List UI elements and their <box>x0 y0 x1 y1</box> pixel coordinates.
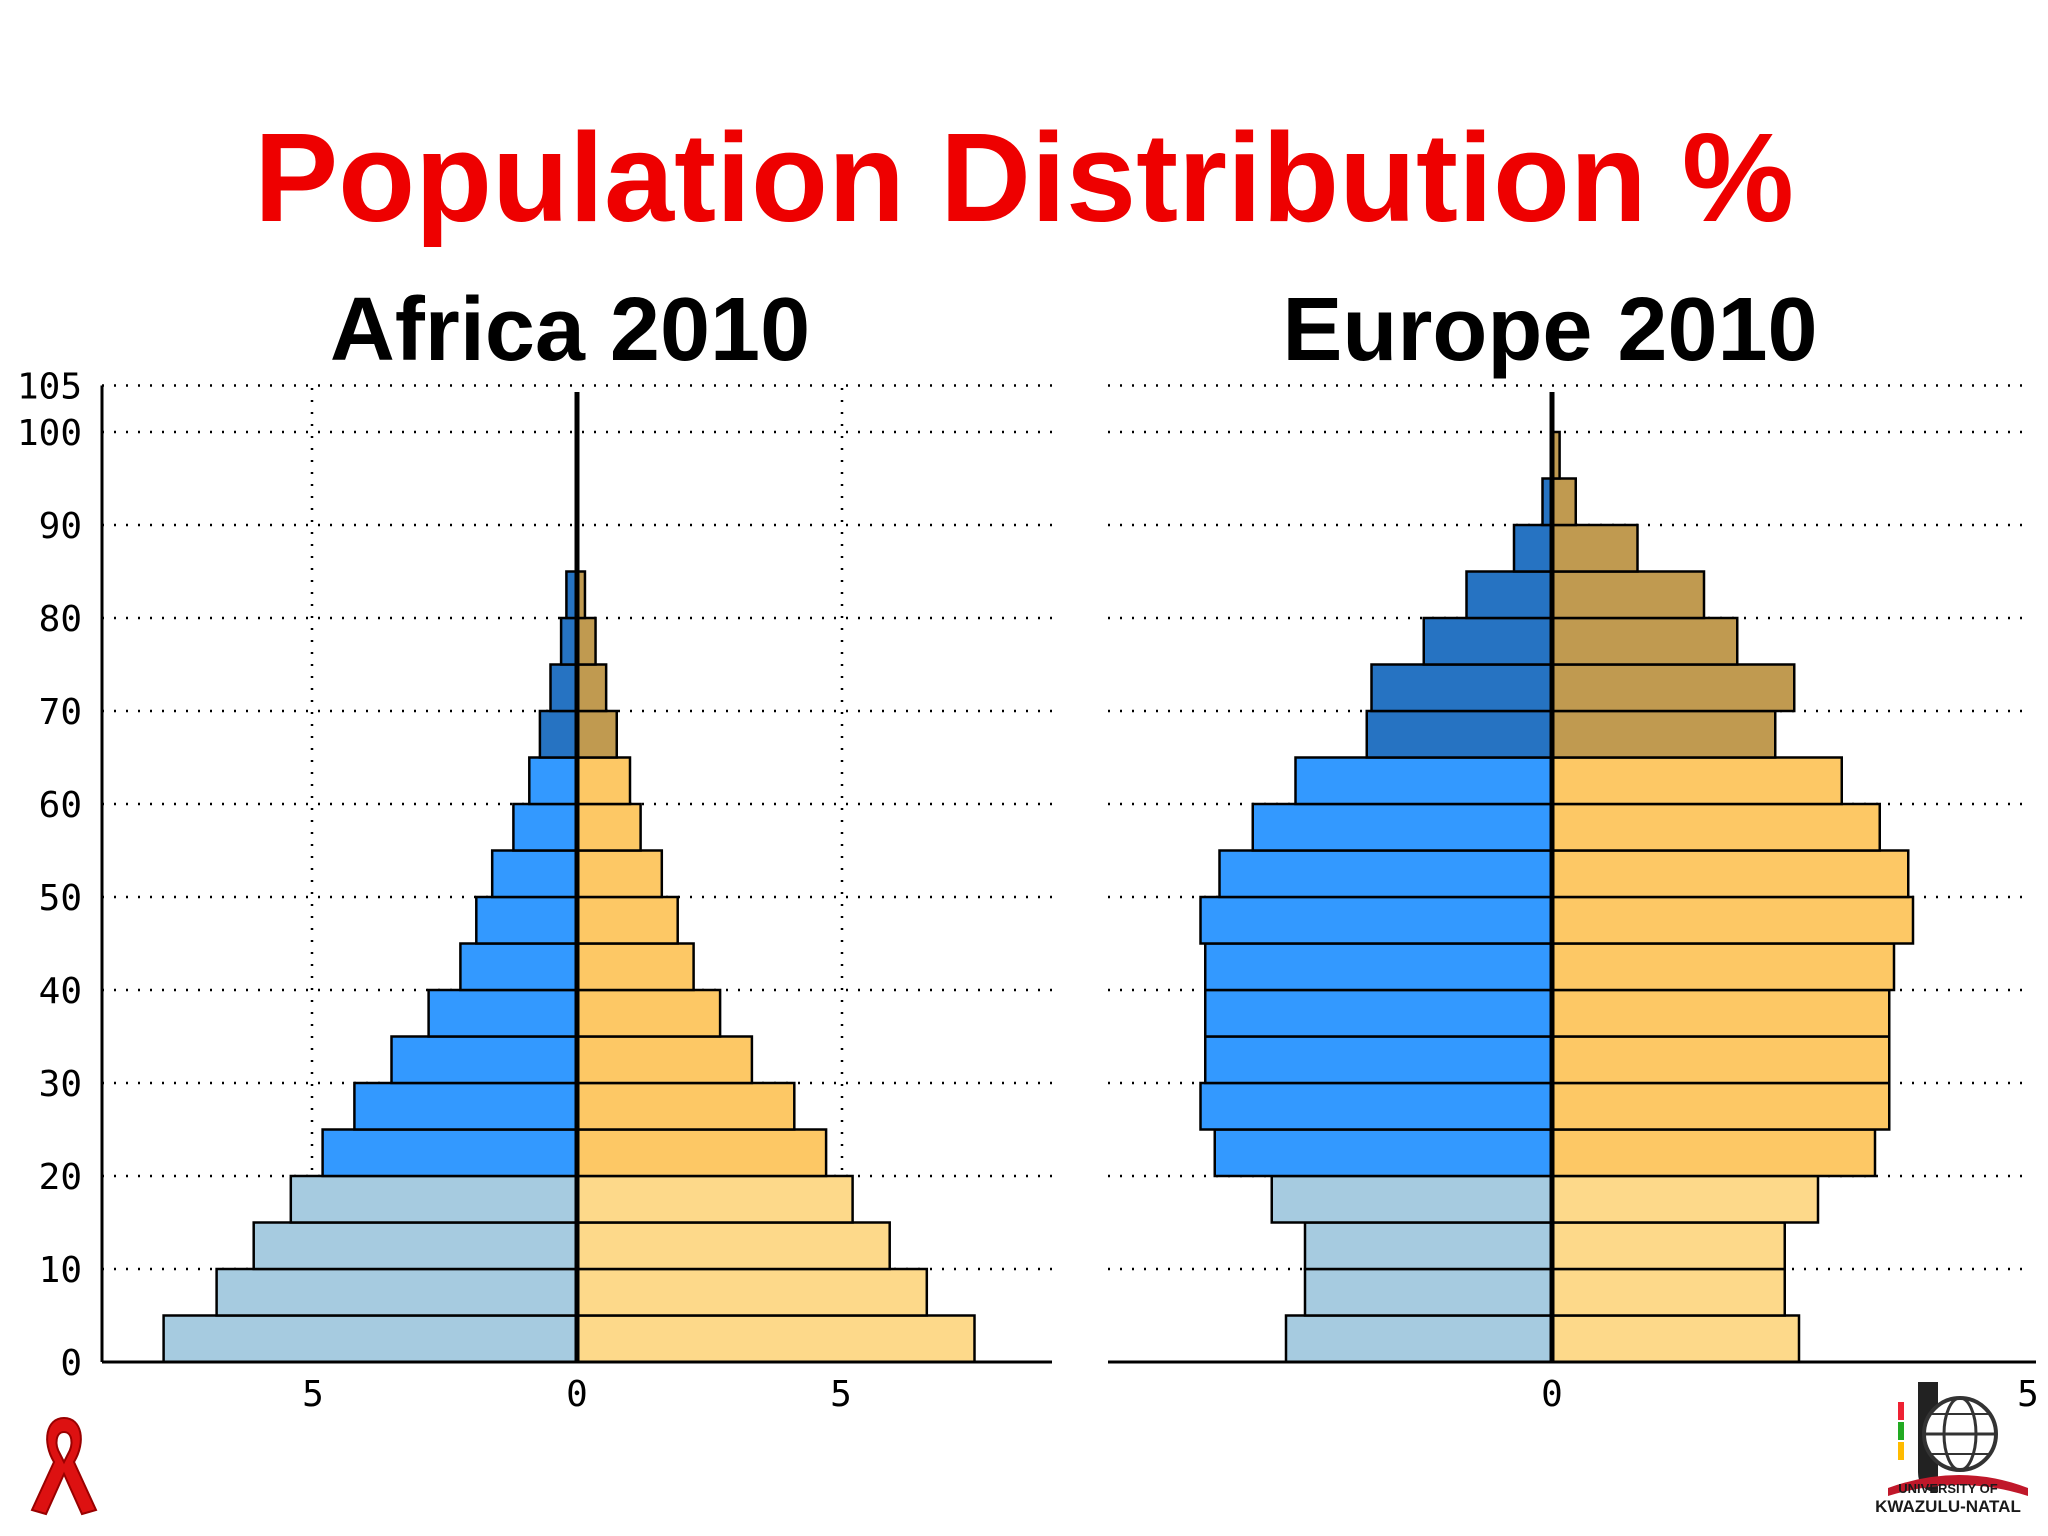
bar-male-55 <box>512 802 579 852</box>
bar-female-90 <box>1550 477 1577 527</box>
y-tick-label: 20 <box>39 1157 82 1198</box>
bar-male-60 <box>528 756 579 806</box>
x-tick-label: 0 <box>566 1374 588 1415</box>
bar-female-35 <box>1550 988 1891 1038</box>
europe-chart-title: Europe 2010 <box>1282 280 1818 380</box>
bar-male-75 <box>1422 616 1554 666</box>
bar-female-25 <box>575 1081 796 1131</box>
bar-male-50 <box>490 849 579 899</box>
bar-male-15 <box>289 1174 579 1224</box>
bar-male-25 <box>353 1081 579 1131</box>
bar-male-35 <box>1204 988 1554 1038</box>
bar-female-15 <box>1550 1174 1820 1224</box>
bar-female-85 <box>1550 523 1639 573</box>
bar-female-5 <box>1550 1267 1786 1317</box>
bar-male-0 <box>162 1314 579 1364</box>
bar-female-75 <box>575 616 597 666</box>
y-tick-label: 70 <box>39 692 82 733</box>
y-tick-label: 50 <box>39 878 82 919</box>
bar-male-55 <box>1251 802 1554 852</box>
y-tick-label: 10 <box>39 1250 82 1291</box>
bar-female-40 <box>1550 942 1896 992</box>
bar-female-45 <box>575 895 679 945</box>
bar-female-75 <box>1550 616 1739 666</box>
bar-female-65 <box>575 709 618 759</box>
bar-male-40 <box>459 942 579 992</box>
bar-female-60 <box>575 756 632 806</box>
bar-female-15 <box>575 1174 854 1224</box>
bar-female-0 <box>1550 1314 1801 1364</box>
x-tick-label: 5 <box>302 1374 324 1415</box>
bar-female-55 <box>1550 802 1881 852</box>
bar-female-55 <box>575 802 642 852</box>
ukzn-text-line1: UNIVERSITY OF <box>1898 1481 1998 1496</box>
bar-female-30 <box>1550 1035 1891 1085</box>
bar-female-45 <box>1550 895 1915 945</box>
bar-female-50 <box>1550 849 1910 899</box>
bar-male-70 <box>549 663 579 713</box>
bar-female-40 <box>575 942 695 992</box>
bar-male-85 <box>1512 523 1554 573</box>
bar-female-70 <box>575 663 608 713</box>
x-tick-label: 5 <box>830 1374 852 1415</box>
bar-male-5 <box>215 1267 579 1317</box>
bar-female-25 <box>1550 1081 1891 1131</box>
africa-chart-title: Africa 2010 <box>329 280 811 380</box>
bar-male-35 <box>427 988 579 1038</box>
bar-male-20 <box>321 1128 579 1178</box>
bar-male-15 <box>1270 1174 1554 1224</box>
bar-female-0 <box>575 1314 976 1364</box>
bar-male-60 <box>1294 756 1554 806</box>
bar-male-50 <box>1218 849 1554 899</box>
bar-male-25 <box>1199 1081 1554 1131</box>
bar-female-10 <box>575 1221 891 1271</box>
red-aids-ribbon-icon <box>30 1416 98 1516</box>
y-tick-label: 0 <box>60 1343 82 1384</box>
bar-female-65 <box>1550 709 1777 759</box>
bar-female-80 <box>1550 570 1706 620</box>
y-tick-label: 30 <box>39 1064 82 1105</box>
bar-female-10 <box>1550 1221 1786 1271</box>
bar-female-70 <box>1550 663 1796 713</box>
ukzn-wordmark: UNIVERSITY OF KWAZULU-NATAL <box>1855 1480 2041 1516</box>
y-tick-label: 80 <box>39 599 82 640</box>
y-tick-label: 40 <box>39 971 82 1012</box>
bar-male-70 <box>1370 663 1554 713</box>
x-tick-label: 0 <box>1541 1374 1563 1415</box>
bar-male-65 <box>1365 709 1554 759</box>
bar-male-5 <box>1303 1267 1554 1317</box>
x-tick-label: 5 <box>2017 1374 2039 1415</box>
bar-female-20 <box>575 1128 828 1178</box>
ukzn-text-line2: KWAZULU-NATAL <box>1875 1497 2021 1516</box>
y-tick-label: 60 <box>39 785 82 826</box>
bar-male-20 <box>1213 1128 1554 1178</box>
slide-title: Population Distribution % <box>254 107 1794 248</box>
ukzn-crest-icon <box>1888 1382 2028 1496</box>
bar-male-80 <box>1465 570 1554 620</box>
bar-male-10 <box>1303 1221 1554 1271</box>
bar-male-0 <box>1284 1314 1554 1364</box>
bar-male-30 <box>1204 1035 1554 1085</box>
bar-female-5 <box>575 1267 929 1317</box>
bar-male-10 <box>252 1221 579 1271</box>
y-tick-label: 105 <box>17 367 82 408</box>
bar-female-30 <box>575 1035 754 1085</box>
bar-male-30 <box>390 1035 579 1085</box>
bar-male-45 <box>475 895 579 945</box>
bar-female-20 <box>1550 1128 1877 1178</box>
bar-male-40 <box>1204 942 1554 992</box>
bar-female-35 <box>575 988 722 1038</box>
bar-male-45 <box>1199 895 1554 945</box>
y-tick-label: 100 <box>17 413 82 454</box>
bar-female-60 <box>1550 756 1843 806</box>
bar-female-50 <box>575 849 664 899</box>
y-tick-label: 90 <box>39 506 82 547</box>
bar-male-65 <box>538 709 579 759</box>
